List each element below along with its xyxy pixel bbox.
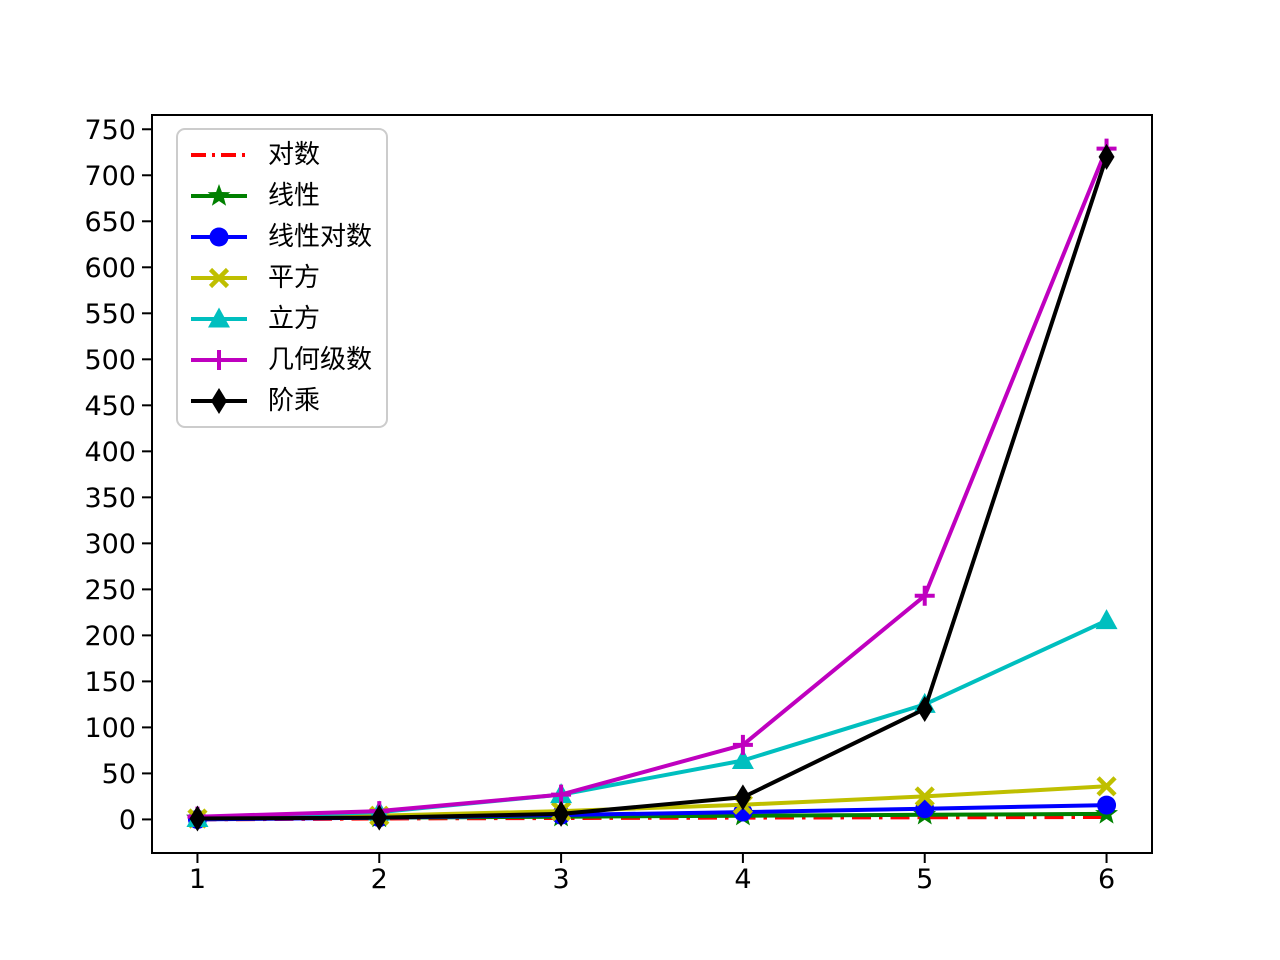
triangle-up-marker-cube (1095, 609, 1118, 630)
legend-label-cube: 立方 (268, 304, 321, 334)
x-tick-label: 3 (552, 864, 569, 895)
y-tick-label: 650 (84, 207, 136, 238)
y-tick-label: 350 (84, 483, 136, 514)
x-marker-square (1096, 776, 1117, 797)
legend-handle-geometric (191, 350, 247, 370)
x-tick-label: 6 (1098, 864, 1115, 895)
x-tick-label: 5 (916, 864, 933, 895)
plus-marker-geometric (914, 585, 935, 606)
diamond-thin-marker-factorial (189, 805, 206, 832)
axes-layer: 0 50 100 150 200 250 300 350 400 450 500 550 600 650 7… (84, 114, 1153, 895)
legend-handle-linear (191, 184, 247, 206)
legend-label-linearithmic: 线性对数 (268, 222, 373, 252)
y-tick-label: 500 (84, 345, 136, 376)
legend-handle-factorial (191, 388, 247, 414)
y-tick-label: 250 (84, 575, 136, 606)
y-tick-label: 450 (84, 391, 136, 422)
legend-label-log: 对数 (268, 140, 321, 170)
series-line-factorial (197, 156, 1109, 821)
plus-marker-geometric (732, 734, 753, 755)
y-tick-label: 700 (84, 161, 136, 192)
y-tick-label: 200 (84, 621, 136, 652)
legend-item-geometric: 几何级数 (190, 346, 372, 374)
diamond-thin-marker-factorial (553, 800, 570, 827)
y-tick-label: 50 (102, 759, 136, 790)
legend-label-factorial: 阶乘 (268, 386, 321, 416)
legend-handle-cube (191, 307, 247, 328)
legend-item-log: 对数 (190, 141, 372, 169)
y-tick-label: 0 (119, 805, 136, 836)
plot-frame (151, 114, 1153, 854)
triangle-up-marker-cube (731, 749, 754, 770)
diamond-thin-marker-factorial (916, 695, 933, 722)
x-tick-label: 4 (734, 864, 751, 895)
diamond-thin-marker-factorial (734, 784, 751, 811)
series-factorial (189, 143, 1115, 832)
legend-label-square: 平方 (268, 263, 321, 293)
legend-label-linear: 线性 (268, 181, 321, 211)
legend-item-cube: 立方 (190, 305, 372, 333)
y-tick-label: 550 (84, 299, 136, 330)
legend-item-linearithmic: 线性对数 (190, 223, 372, 251)
y-tick-label: 600 (84, 253, 136, 284)
y-tick-label: 150 (84, 667, 136, 698)
series-line-geometric (197, 147, 1109, 819)
diamond-thin-marker-factorial (371, 804, 388, 831)
legend-label-geometric: 几何级数 (268, 345, 373, 375)
diamond-thin-marker-factorial (1098, 143, 1115, 170)
circle-marker-linearithmic (1097, 795, 1117, 815)
y-tick-label: 300 (84, 529, 136, 560)
legend-item-factorial: 阶乘 (190, 387, 372, 415)
series-layer (186, 138, 1118, 832)
legend-item-square: 平方 (190, 264, 372, 292)
x-marker-square (914, 786, 935, 807)
y-tick-label: 750 (84, 115, 136, 146)
legend-item-linear: 线性 (190, 182, 372, 210)
legend-handle-log (191, 153, 247, 157)
legend-handle-square (191, 267, 247, 289)
legend: 对数线性线性对数平方立方几何级数阶乘 (176, 128, 389, 428)
y-tick-label: 100 (84, 713, 136, 744)
y-tick-label: 400 (84, 437, 136, 468)
x-tick-label: 2 (371, 864, 388, 895)
x-tick-label: 1 (189, 864, 206, 895)
series-line-cube (197, 618, 1108, 821)
legend-handle-linearithmic (191, 227, 247, 247)
